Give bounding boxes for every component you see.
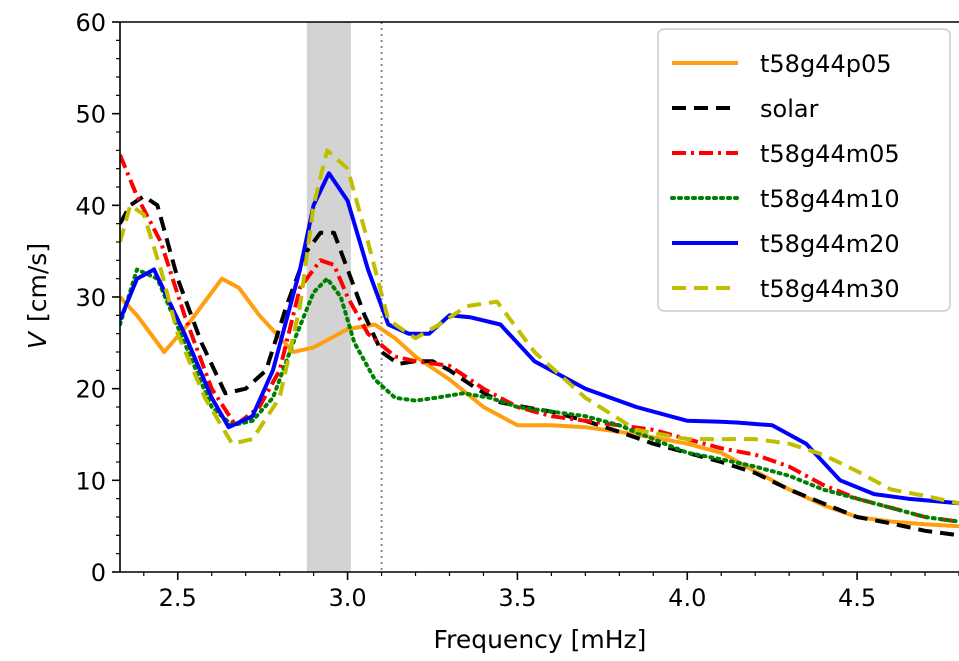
legend-label-t58g44m10: t58g44m10 <box>760 185 900 213</box>
series-line-t58g44m20 <box>120 171 959 506</box>
series-layer <box>120 148 959 538</box>
y-tick-label: 30 <box>75 284 106 312</box>
legend-label-t58g44m05: t58g44m05 <box>760 140 900 168</box>
x-tick-label: 3.5 <box>498 584 536 612</box>
y-tick-label: 50 <box>75 101 106 129</box>
x-axis-label: Frequency [mHz] <box>434 625 647 654</box>
legend-label-solar: solar <box>760 95 819 123</box>
legend-frame <box>657 28 951 312</box>
y-axis-label-symbol: V <box>23 330 52 349</box>
y-tick-label: 40 <box>75 192 106 220</box>
series-line-t58g44m30 <box>120 148 959 506</box>
series-line-t58g44p05 <box>120 276 959 529</box>
x-tick-label: 4.0 <box>668 584 706 612</box>
axes-layer: 2.5 3.0 3.5 4.0 4.5 0 10 20 30 40 50 60 <box>75 9 959 612</box>
legend-label-t58g44m30: t58g44m30 <box>760 275 900 303</box>
legend-label-t58g44m20: t58g44m20 <box>760 230 900 258</box>
x-tick-label: 3.0 <box>328 584 366 612</box>
x-tick-label: 4.5 <box>838 584 876 612</box>
legend-label-t58g44p05: t58g44p05 <box>760 50 892 78</box>
legend: t58g44p05 solar t58g44m05 t58g44m10 t58g44m2… <box>657 28 951 312</box>
y-tick-label: 60 <box>75 9 106 37</box>
shaded-band-layer <box>306 22 383 572</box>
y-tick-label: 20 <box>75 376 106 404</box>
shaded-band <box>306 22 351 572</box>
y-tick-label: 10 <box>75 467 106 495</box>
y-axis-label: V [cm/s] <box>23 243 52 349</box>
x-tick-label: 2.5 <box>159 584 197 612</box>
y-axis-label-unit: [cm/s] <box>23 243 52 322</box>
y-tick-label: 0 <box>91 559 106 587</box>
series-line-t58g44m05 <box>120 154 959 524</box>
